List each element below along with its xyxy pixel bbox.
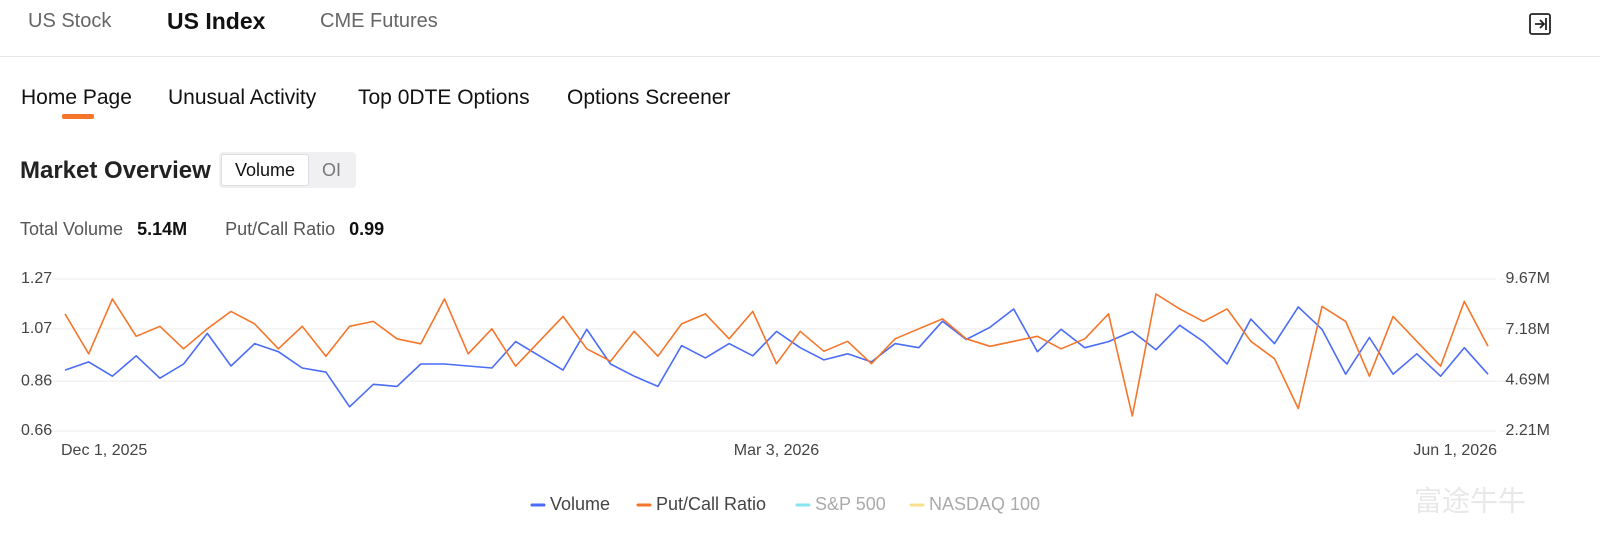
stat-value: 0.99 (349, 219, 385, 239)
y-tick-label: 0.66 (21, 422, 52, 439)
y2-tick-label: 9.67M (1506, 270, 1550, 287)
section-title: Market Overview (20, 157, 211, 184)
collapse-icon[interactable] (1528, 12, 1552, 36)
toggle-option[interactable]: OI (322, 160, 342, 180)
series-line (64, 293, 1489, 417)
sub-tab[interactable]: Unusual Activity (168, 86, 317, 109)
legend-label[interactable]: NASDAQ 100 (929, 494, 1040, 514)
nav-tab[interactable]: CME Futures (320, 10, 438, 32)
sub-tab[interactable]: Top 0DTE Options (358, 86, 530, 109)
y2-tick-label: 4.69M (1506, 372, 1550, 389)
toggle: Volume OI (219, 152, 357, 188)
x-tick-label: Dec 1, 2025 (61, 442, 147, 459)
x-tick-label: Jun 1, 2026 (1413, 442, 1497, 459)
stat-value: 5.14M (137, 219, 188, 239)
nav-tab[interactable]: US Index (167, 8, 266, 34)
y2-tick-label: 7.18M (1506, 321, 1550, 338)
stats: Total Volume 5.14M Put/Call Ratio 0.99 (20, 219, 422, 240)
series-line (64, 306, 1489, 408)
y-tick-label: 1.07 (21, 320, 52, 337)
top-nav: US Stock US Index CME Futures (0, 0, 1600, 57)
nav-tab[interactable]: US Stock (28, 10, 112, 32)
legend-label[interactable]: S&P 500 (815, 494, 886, 514)
active-underline (62, 114, 94, 119)
stat-label: Put/Call Ratio (225, 219, 336, 239)
legend-label[interactable]: Volume (550, 494, 610, 514)
legend-label[interactable]: Put/Call Ratio (656, 494, 766, 514)
y2-tick-label: 2.21M (1506, 422, 1550, 439)
y-tick-label: 0.86 (21, 372, 52, 389)
watermark: 富途牛牛 (1414, 485, 1526, 516)
y-tick-label: 1.27 (21, 270, 52, 287)
stat-label: Total Volume (20, 219, 124, 239)
sub-tab[interactable]: Options Screener (567, 86, 731, 109)
toggle-option[interactable]: Volume (221, 154, 310, 186)
x-tick-label: Mar 3, 2026 (734, 442, 819, 459)
sub-tab[interactable]: Home Page (21, 86, 132, 109)
